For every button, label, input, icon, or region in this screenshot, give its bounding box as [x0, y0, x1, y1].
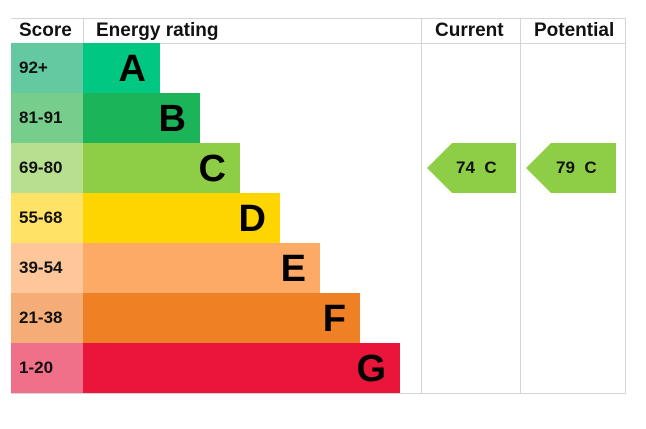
score-range-e: 39-54: [11, 243, 83, 293]
band-letter: B: [158, 98, 186, 140]
band-letter: C: [198, 148, 226, 190]
energy-rating-header: Energy rating: [96, 20, 219, 41]
score-range-g: 1-20: [11, 343, 83, 393]
header-divider: [11, 43, 626, 44]
potential-left-border: [520, 18, 521, 393]
potential-header: Potential: [534, 20, 615, 41]
band-bar-a: A: [83, 43, 160, 93]
arrow-shape-icon: [427, 143, 516, 193]
current-rating-label: 74 C: [456, 158, 497, 177]
band-letter: F: [322, 298, 346, 340]
score-divider: [83, 18, 84, 43]
score-range-c: 69-80: [11, 143, 83, 193]
band-letter: A: [118, 48, 146, 90]
band-letter: E: [280, 248, 306, 290]
top-border: [11, 18, 626, 19]
band-bar-e: E: [83, 243, 320, 293]
potential-rating-arrow: 79 C: [526, 143, 616, 193]
band-bar-b: B: [83, 93, 200, 143]
score-range-a: 92+: [11, 43, 83, 93]
score-range-d: 55-68: [11, 193, 83, 243]
bottom-border: [11, 393, 626, 394]
score-header: Score: [19, 20, 72, 41]
score-range-f: 21-38: [11, 293, 83, 343]
band-letter: D: [238, 198, 266, 240]
band-letter: G: [356, 348, 386, 390]
band-bar-f: F: [83, 293, 360, 343]
band-bar-g: G: [83, 343, 400, 393]
band-bar-c: C: [83, 143, 240, 193]
score-range-b: 81-91: [11, 93, 83, 143]
current-rating-arrow: 74 C: [427, 143, 516, 193]
potential-rating-label: 79 C: [556, 158, 597, 177]
right-border: [625, 18, 626, 393]
arrow-shape-icon: [526, 143, 616, 193]
current-header: Current: [435, 20, 504, 41]
current-left-border: [421, 18, 422, 393]
band-bar-d: D: [83, 193, 280, 243]
